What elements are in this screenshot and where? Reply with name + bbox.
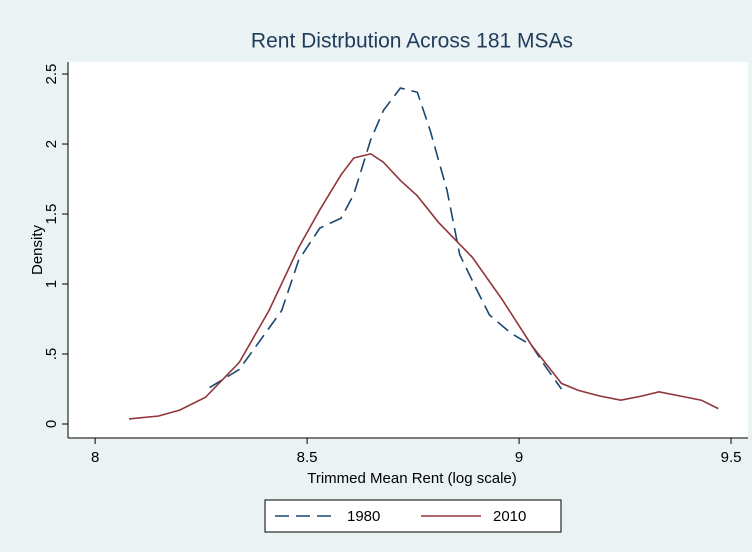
y-tick-label: 0 [43,420,60,428]
y-tick-label: 1 [43,280,60,288]
legend [264,499,562,533]
y-tick-label: .5 [43,348,60,361]
series-line [209,87,563,390]
chart-title: Rent Distrbution Across 181 MSAs [251,30,573,53]
legend-label: 1980 [347,508,380,525]
x-tick-label: 8.5 [297,449,318,466]
y-tick-label: 2 [43,140,60,148]
x-tick-label: 8 [91,449,99,466]
series-line [128,152,719,420]
x-axis-label: Trimmed Mean Rent (log scale) [307,470,517,487]
y-tick-label: 1.5 [43,204,60,225]
plot-area [68,62,748,438]
y-tick-label: 2.5 [43,64,60,85]
x-tick-label: 9.5 [721,449,742,466]
y-axis-label: Density [29,224,46,275]
x-tick-label: 9 [515,449,523,466]
legend-label: 2010 [493,508,526,525]
